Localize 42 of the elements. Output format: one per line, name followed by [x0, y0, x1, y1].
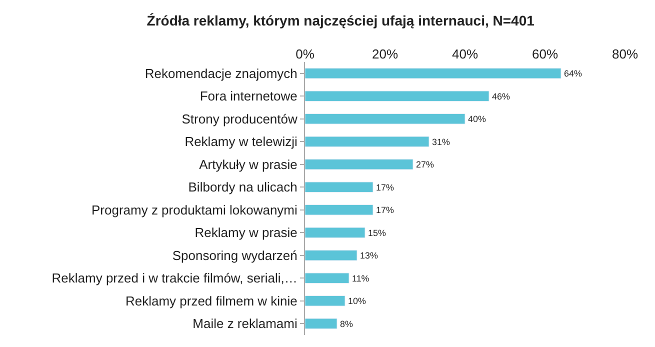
- y-tick-label: Fora internetowe: [200, 88, 298, 104]
- data-label: 8%: [340, 318, 353, 329]
- chart-title: Źródła reklamy, którym najczęściej ufają internauci, N=401: [146, 12, 535, 28]
- bar: [305, 90, 490, 102]
- data-label: 17%: [376, 182, 394, 192]
- y-tick-label: Strony producentów: [182, 111, 298, 126]
- data-label: 40%: [468, 114, 486, 124]
- y-tick-label: Reklamy przed i w trakcie filmów, seriali,…: [52, 270, 298, 286]
- bar: [305, 318, 338, 329]
- data-label: 31%: [432, 136, 450, 147]
- data-label: 46%: [492, 91, 510, 102]
- bar: [305, 227, 366, 238]
- y-tick-label: Sponsoring wydarzeń: [172, 248, 298, 263]
- bar: [305, 68, 562, 79]
- y-tick-label: Bilbordy na ulicach: [188, 180, 298, 195]
- bar: [305, 159, 414, 170]
- x-tick-label: 80%: [612, 46, 638, 62]
- x-tick-label: 20%: [372, 46, 398, 62]
- y-tick-label: Rekomendacje znajomych: [144, 66, 298, 81]
- y-tick-label: Reklamy przed filmem w kinie: [125, 293, 298, 308]
- bar: [305, 114, 466, 124]
- data-label: 15%: [368, 228, 386, 238]
- bar: [305, 272, 350, 284]
- data-label: 13%: [360, 250, 378, 261]
- x-tick-label: 60%: [532, 46, 558, 62]
- data-label: 11%: [352, 273, 370, 284]
- y-tick-label: Artykuły w prasie: [199, 156, 298, 172]
- bar: [305, 204, 374, 216]
- data-label: 17%: [376, 205, 394, 216]
- x-tick-label: 40%: [452, 46, 478, 62]
- y-tick-label: Programy z produktami lokowanymi: [91, 202, 298, 218]
- data-label: 10%: [348, 296, 366, 306]
- y-tick-label: Maile z reklamami: [192, 316, 298, 332]
- bar: [305, 136, 430, 147]
- x-tick-label: 0%: [296, 46, 315, 62]
- bar: [305, 182, 374, 192]
- data-label: 64%: [564, 68, 582, 79]
- bar: [305, 296, 346, 306]
- bar: [305, 250, 358, 261]
- data-label: 27%: [416, 160, 434, 170]
- y-tick-label: Reklamy w telewizji: [184, 134, 298, 150]
- y-tick-label: Reklamy w prasie: [194, 225, 298, 240]
